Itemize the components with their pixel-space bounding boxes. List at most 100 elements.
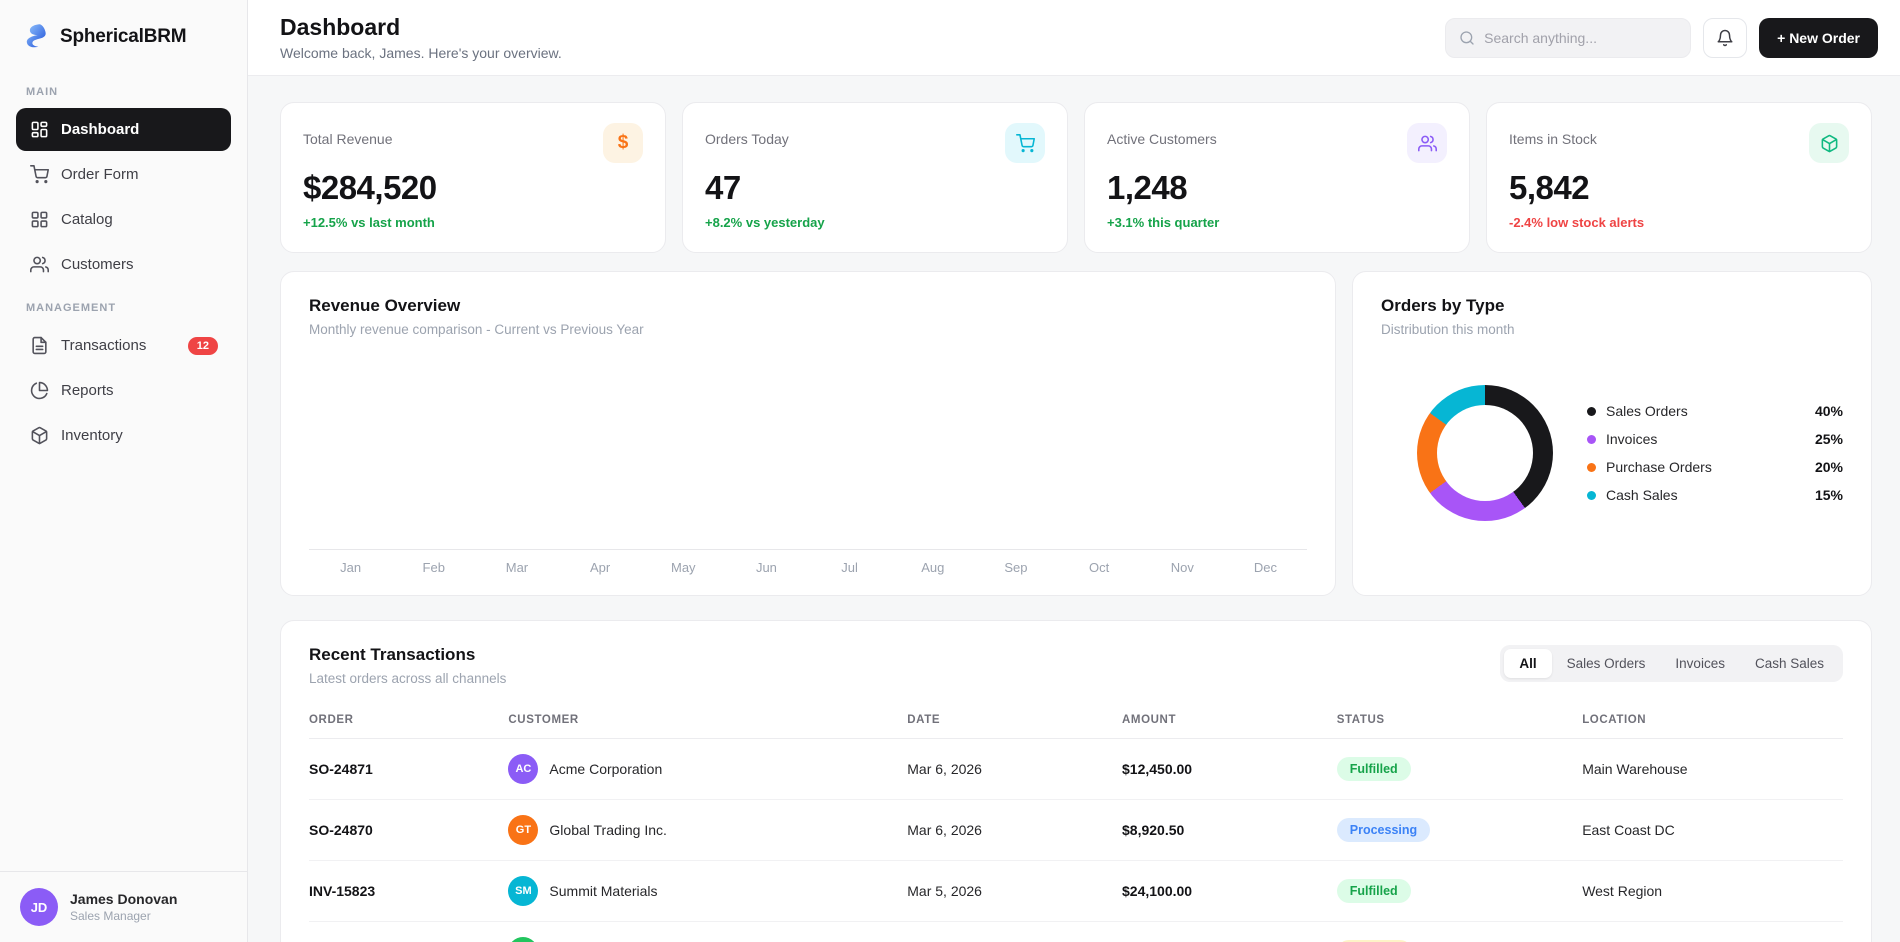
table-row[interactable]: SO-24870 GT Global Trading Inc. Mar 6, 2…	[309, 799, 1843, 861]
status-badge: Pending	[1336, 940, 1413, 942]
table-row[interactable]: SO-24869 NV NovaTech Solutions Mar 5, 20…	[309, 922, 1843, 942]
stat-value: $284,520	[303, 169, 437, 206]
search-icon	[1459, 30, 1475, 46]
table-row[interactable]: INV-15823 SM Summit Materials Mar 5, 202…	[309, 860, 1843, 922]
customer-avatar: NV	[508, 937, 539, 942]
status-badge: Fulfilled	[1336, 879, 1411, 903]
top-bar: Dashboard Welcome back, James. Here's yo…	[248, 0, 1900, 76]
legend-dot	[1587, 490, 1596, 500]
customer-avatar: SM	[508, 876, 539, 906]
sidebar-item-label: Catalog	[61, 211, 113, 228]
col-location: LOCATION	[1582, 708, 1843, 739]
legend-label: Invoices	[1606, 431, 1658, 447]
stat-value: 1,248	[1107, 169, 1188, 206]
x-tick: May	[670, 560, 696, 575]
chart-title: Orders by Type	[1381, 296, 1505, 315]
order-id: SO-24871	[309, 738, 509, 800]
tab-cash-sales[interactable]: Cash Sales	[1754, 656, 1824, 671]
nav-section-main: MAIN	[26, 86, 59, 98]
page-subtitle: Welcome back, James. Here's your overvie…	[280, 45, 562, 61]
stat-label: Active Customers	[1107, 131, 1217, 147]
col-status: STATUS	[1336, 708, 1583, 739]
x-tick: Jan	[340, 560, 362, 575]
x-axis-labels: Jan Feb Mar Apr May Jun Jul Aug Sep Oct …	[309, 550, 1307, 575]
search-box[interactable]	[1445, 17, 1692, 58]
stat-value: 5,842	[1509, 169, 1590, 206]
order-location: Main Warehouse	[1582, 922, 1843, 942]
search-input[interactable]	[1484, 29, 1678, 46]
legend-value: 20%	[1814, 459, 1843, 475]
col-customer: CUSTOMER	[508, 708, 908, 739]
order-date: Mar 5, 2026	[907, 860, 1122, 922]
sidebar-item-order-form[interactable]: Order Form	[16, 153, 231, 196]
x-tick: Feb	[422, 560, 445, 575]
legend-label: Purchase Orders	[1606, 459, 1712, 475]
notifications-button[interactable]	[1703, 17, 1748, 58]
brand-logo-icon	[26, 24, 46, 48]
table-title: Recent Transactions	[309, 645, 476, 664]
x-tick: Jul	[841, 560, 858, 575]
status-badge: Processing	[1336, 818, 1431, 842]
chart-subtitle: Distribution this month	[1381, 322, 1515, 337]
status-badge: Fulfilled	[1336, 757, 1411, 781]
sidebar-item-dashboard[interactable]: Dashboard	[16, 108, 231, 151]
order-location: East Coast DC	[1582, 799, 1843, 861]
bell-icon	[1716, 29, 1734, 47]
legend-item: Cash Sales 15%	[1587, 487, 1843, 503]
avatar: JD	[20, 888, 58, 926]
transactions-filter-tabs: All Sales Orders Invoices Cash Sales	[1500, 645, 1843, 682]
x-tick: Mar	[505, 560, 529, 575]
revenue-chart-plot	[309, 337, 1307, 549]
sidebar: SphericalBRM MAIN Dashboard Order Form C…	[0, 0, 248, 942]
legend-label: Cash Sales	[1606, 487, 1678, 503]
sidebar-user-card[interactable]: JD James Donovan Sales Manager	[0, 871, 247, 942]
sidebar-item-catalog[interactable]: Catalog	[16, 198, 231, 241]
sidebar-item-label: Customers	[61, 256, 134, 273]
order-date: Mar 6, 2026	[907, 799, 1122, 861]
stats-row: Total Revenue $ $284,520 +12.5% vs last …	[280, 102, 1872, 253]
stat-label: Items in Stock	[1509, 131, 1597, 147]
col-order: ORDER	[309, 708, 509, 739]
main-area: Dashboard Welcome back, James. Here's yo…	[248, 0, 1900, 942]
sidebar-item-transactions[interactable]: Transactions 12	[16, 324, 231, 367]
sidebar-item-reports[interactable]: Reports	[16, 369, 231, 412]
orders-by-type-card: Orders by Type Distribution this month S…	[1352, 271, 1872, 596]
sidebar-item-customers[interactable]: Customers	[16, 243, 231, 286]
tab-all[interactable]: All	[1504, 649, 1552, 678]
sidebar-nav: MAIN Dashboard Order Form Catalog Custom…	[0, 70, 247, 459]
stat-card-total-revenue: Total Revenue $ $284,520 +12.5% vs last …	[280, 102, 666, 253]
order-id: INV-15823	[309, 860, 509, 922]
dashboard-icon	[29, 120, 49, 140]
sidebar-item-inventory[interactable]: Inventory	[16, 414, 231, 457]
legend-label: Sales Orders	[1606, 403, 1688, 419]
tab-sales-orders[interactable]: Sales Orders	[1566, 656, 1646, 671]
customer-name: Global Trading Inc.	[549, 822, 667, 838]
transactions-table: ORDER CUSTOMER DATE AMOUNT STATUS LOCATI…	[309, 708, 1843, 942]
cart-icon	[1005, 123, 1045, 163]
page-title: Dashboard	[280, 14, 401, 40]
sidebar-item-label: Transactions	[61, 337, 147, 354]
stat-card-orders-today: Orders Today 47 +8.2% vs yesterday	[682, 102, 1068, 253]
stat-delta: +3.1% this quarter	[1107, 215, 1220, 230]
order-amount: $8,920.50	[1122, 799, 1337, 861]
document-icon	[29, 336, 49, 356]
table-header-row: ORDER CUSTOMER DATE AMOUNT STATUS LOCATI…	[309, 708, 1843, 739]
table-row[interactable]: SO-24871 AC Acme Corporation Mar 6, 2026…	[309, 738, 1843, 800]
legend-dot	[1587, 406, 1596, 416]
legend-value: 25%	[1814, 431, 1843, 447]
customer-name: Summit Materials	[549, 883, 658, 899]
tab-invoices[interactable]: Invoices	[1675, 656, 1725, 671]
recent-transactions-card: Recent Transactions Latest orders across…	[280, 620, 1872, 942]
legend-item: Purchase Orders 20%	[1587, 459, 1843, 475]
new-order-button[interactable]: + New Order	[1759, 17, 1878, 58]
x-tick: Aug	[921, 560, 945, 575]
chart-subtitle: Monthly revenue comparison - Current vs …	[309, 322, 644, 337]
legend-value: 15%	[1814, 487, 1843, 503]
stat-card-active-customers: Active Customers 1,248 +3.1% this quarte…	[1084, 102, 1470, 253]
legend-item: Sales Orders 40%	[1587, 403, 1843, 419]
orders-donut	[1417, 385, 1553, 521]
order-location: Main Warehouse	[1582, 738, 1843, 800]
order-location: West Region	[1582, 860, 1843, 922]
legend-dot	[1587, 434, 1596, 444]
app-name: SphericalBRM	[60, 26, 187, 47]
